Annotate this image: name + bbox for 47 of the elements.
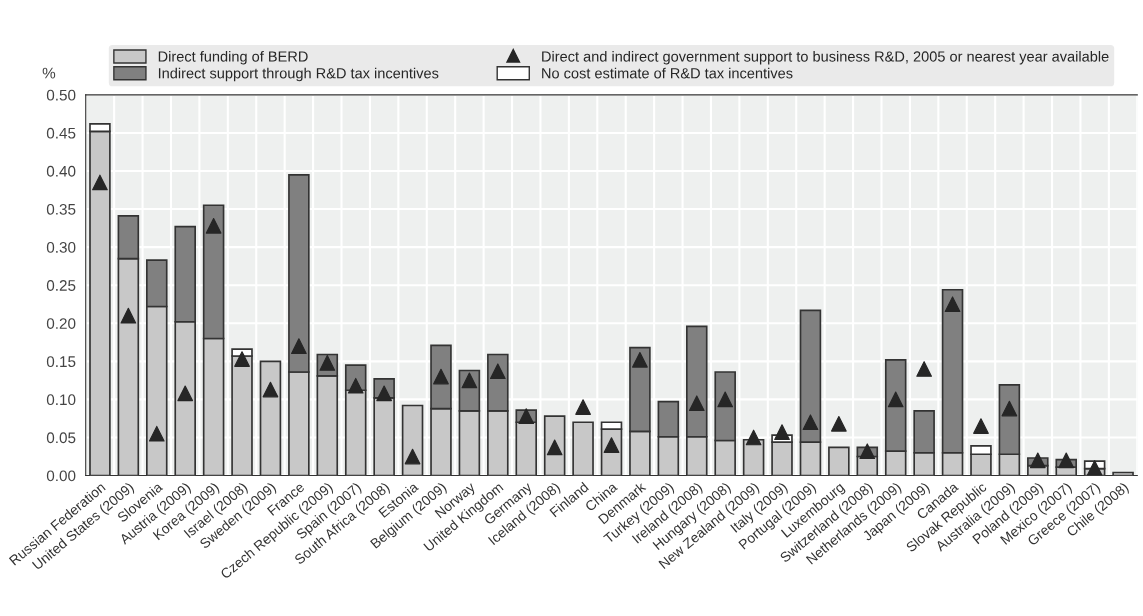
y-tick-label: 0.30 [46,242,76,253]
point [774,424,790,441]
bar [828,446,850,476]
point [916,361,932,377]
point [1058,452,1075,469]
legend-label: Direct and indirect government support to business R&D, 2005 or nearest year available [542,50,1109,65]
point [1029,452,1046,469]
point [717,391,734,408]
point [575,399,591,415]
bar [401,404,424,476]
point [688,395,705,412]
y-tick-label: 0.50 [46,89,76,101]
bar [572,421,594,476]
bar [259,360,282,476]
point [262,381,279,398]
y-tick-label: 0.20 [46,318,76,329]
point [291,338,307,354]
point [973,418,989,434]
point [802,414,819,431]
point [177,385,194,402]
y-axis-title: % [42,67,56,79]
legend-label: No cost estimate of R&D tax incentives [542,67,793,79]
point [148,425,165,442]
point [887,391,904,408]
legend-label: Direct funding of BERD [158,50,308,65]
y-tick-label: 0.40 [46,165,76,177]
point [745,429,762,446]
y-tick-label: 0.10 [46,394,76,406]
y-tick-label: 0.45 [46,127,76,139]
point [234,351,250,367]
point [1086,460,1103,476]
y-tick-label: 0.00 [46,470,76,482]
y-tick-label: 0.25 [46,280,76,291]
point [489,363,506,380]
point [120,307,137,324]
point [632,351,648,368]
point [831,415,847,432]
point [461,372,478,389]
point [404,448,421,465]
point [944,296,961,313]
point [1001,400,1018,417]
y-tick-label: 0.35 [46,203,76,215]
legend-label: Indirect support through R&D tax incentives [158,67,439,82]
y-tick-label: 0.05 [46,432,76,444]
point [205,217,222,234]
y-tick-label: 0.15 [46,356,76,368]
point [92,174,108,191]
